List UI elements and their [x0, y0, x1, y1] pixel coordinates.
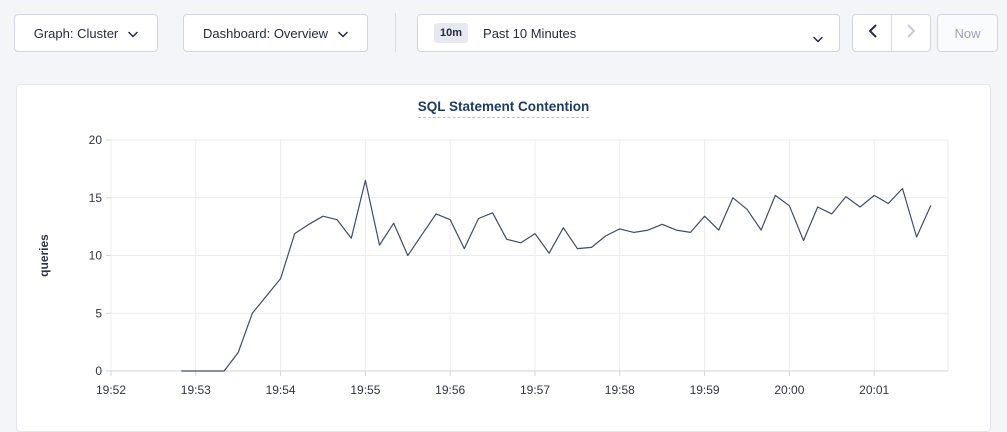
chart-card: SQL Statement Contention 0 5 10 15 20 19:52 19… — [16, 84, 991, 432]
previous-range-button[interactable] — [853, 15, 892, 51]
chart-title[interactable]: SQL Statement Contention — [417, 99, 590, 118]
toolbar-divider — [395, 13, 396, 52]
time-range-nav — [852, 14, 931, 52]
time-range-label: Past 10 Minutes — [483, 25, 577, 41]
svg-text:20: 20 — [89, 133, 103, 147]
chart-title-row: SQL Statement Contention — [17, 98, 990, 118]
svg-text:5: 5 — [95, 306, 102, 320]
svg-text:19:57: 19:57 — [520, 383, 550, 397]
dashboard-dropdown[interactable]: Dashboard: Overview — [183, 14, 368, 52]
dashboard-dropdown-label: Dashboard: Overview — [203, 25, 328, 41]
svg-text:20:00: 20:00 — [774, 383, 804, 397]
chevron-down-icon — [338, 26, 348, 41]
svg-text:19:59: 19:59 — [690, 383, 720, 397]
sql-statement-contention-chart[interactable]: 0 5 10 15 20 19:52 19:53 19:54 19:55 19:56 19:57 19… — [17, 85, 990, 431]
svg-text:19:53: 19:53 — [181, 383, 211, 397]
svg-text:20:01: 20:01 — [859, 383, 889, 397]
time-range-badge: 10m — [434, 23, 469, 43]
chevron-left-icon — [868, 24, 877, 43]
svg-text:queries: queries — [37, 234, 51, 277]
svg-text:19:58: 19:58 — [605, 383, 635, 397]
time-range-dropdown[interactable]: 10m Past 10 Minutes — [417, 14, 840, 52]
graph-dropdown-label: Graph: Cluster — [33, 25, 119, 41]
svg-text:10: 10 — [89, 249, 103, 263]
chevron-down-icon — [128, 26, 139, 41]
svg-text:19:55: 19:55 — [350, 383, 380, 397]
next-range-button[interactable] — [892, 15, 930, 51]
svg-text:19:56: 19:56 — [435, 383, 465, 397]
now-button[interactable]: Now — [937, 14, 998, 52]
svg-text:15: 15 — [89, 191, 103, 205]
svg-text:19:54: 19:54 — [266, 383, 296, 397]
chevron-right-icon — [907, 24, 916, 43]
graph-dropdown[interactable]: Graph: Cluster — [14, 14, 158, 52]
svg-text:0: 0 — [95, 364, 102, 378]
now-button-label: Now — [954, 25, 981, 41]
svg-text:19:52: 19:52 — [96, 383, 126, 397]
chevron-down-icon — [813, 31, 823, 46]
